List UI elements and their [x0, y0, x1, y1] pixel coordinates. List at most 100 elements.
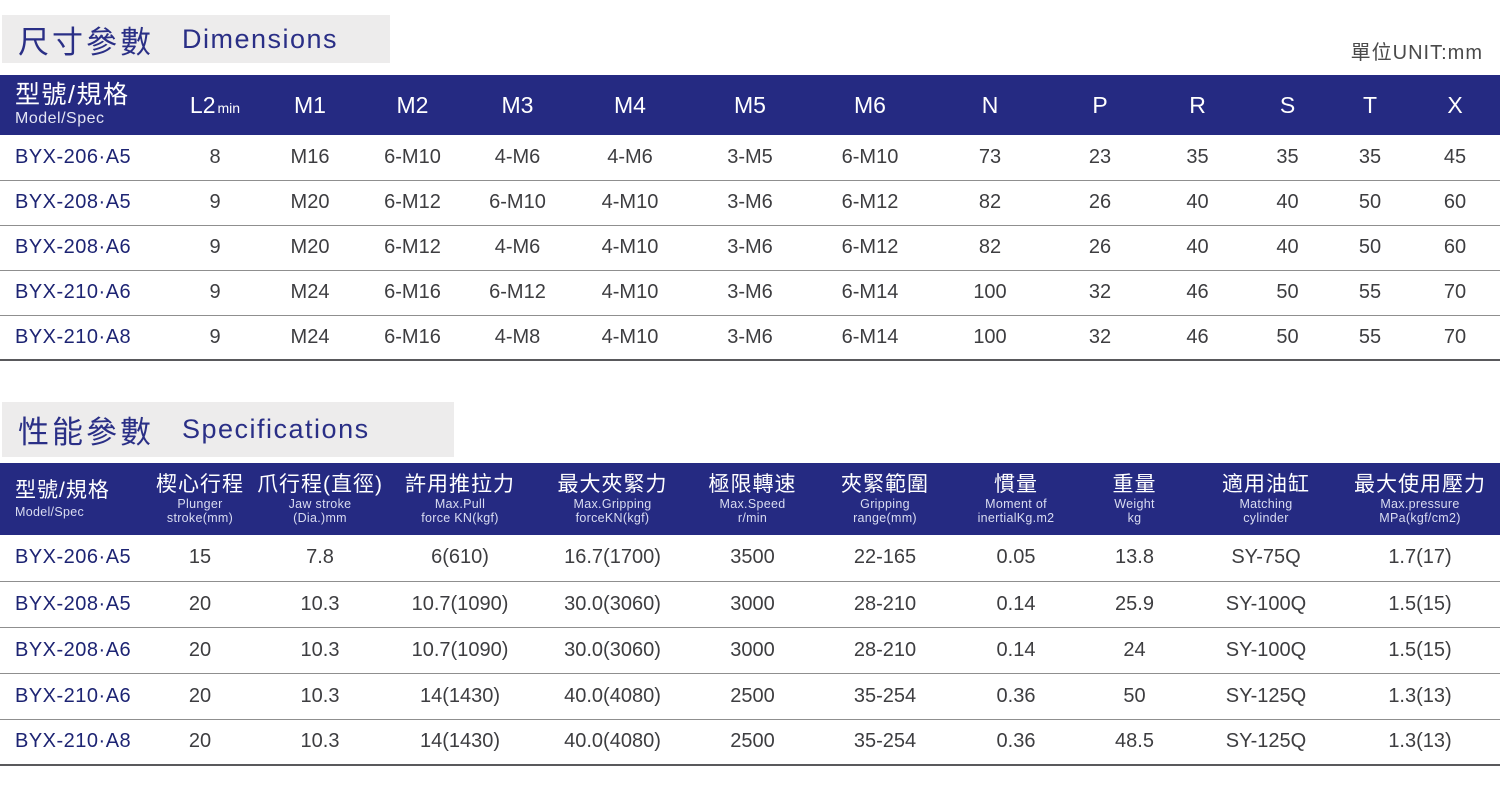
- column-header-zh: 慣量: [994, 473, 1038, 496]
- value-cell: 6(610): [431, 546, 489, 569]
- value-cell: 4-M10: [570, 224, 690, 270]
- value-cell: 10.7(1090): [385, 626, 535, 673]
- dimensions-section-title: 尺寸參數 Dimensions: [2, 15, 390, 63]
- value-cell: 20: [145, 580, 255, 627]
- value-cell: 6-M12: [810, 179, 930, 225]
- column-header-en: Max.Speed r/min: [690, 497, 815, 525]
- value-cell: 3-M6: [690, 224, 810, 270]
- value-cell: 4-M6: [465, 224, 570, 270]
- value-cell: 3-M6: [690, 269, 810, 315]
- value-cell: 55: [1330, 314, 1410, 361]
- value-cell: 70: [1410, 314, 1500, 361]
- value-cell: 3-M5: [727, 145, 773, 168]
- column-header-sub: min: [217, 99, 241, 116]
- table-row: BYX-210·A8 20 10.3 14(1430) 40.0(4080) 2500 35…: [0, 718, 1500, 766]
- column-header-zh: 最大使用壓力: [1354, 473, 1486, 496]
- value-cell: 6-M16: [360, 314, 465, 361]
- value-cell: 48.5: [1077, 718, 1192, 766]
- value-cell: 40.0(4080): [535, 672, 690, 719]
- value-cell: 50: [1245, 314, 1330, 361]
- column-header-zh: 爪行程(直徑): [257, 473, 383, 496]
- column-header-en-line: r/min: [737, 511, 768, 525]
- value-cell: 100: [930, 314, 1050, 361]
- dimensions-table-body: BYX-206·A5 8 M16 6-M10 4-M6 4-M6 3-M5 6-M10 73 23…: [0, 135, 1500, 361]
- value-cell: 50: [1330, 179, 1410, 225]
- table-row: BYX-208·A5 20 10.3 10.7(1090) 30.0(3060) 3000…: [0, 580, 1500, 627]
- value-cell: M24: [260, 314, 360, 361]
- value-cell: 1.5(15): [1340, 626, 1500, 673]
- value-cell: 40: [1245, 179, 1330, 225]
- column-header: 爪行程(直徑) Jaw stroke (Dia.)mm: [255, 463, 385, 535]
- value-cell: 3500: [730, 546, 775, 569]
- value-cell: 3-M6: [690, 314, 810, 361]
- model-cell: BYX-208·A5: [0, 580, 145, 627]
- value-cell: M24: [260, 269, 360, 315]
- value-cell: 60: [1410, 224, 1500, 270]
- column-header-en-line: Matching: [1239, 497, 1293, 511]
- model-spec-header-zh: 型號/規格: [15, 81, 130, 109]
- value-cell: 6-M12: [810, 224, 930, 270]
- value-cell: 3000: [690, 580, 815, 627]
- model-cell: BYX-210·A8: [0, 718, 145, 766]
- value-cell: 13.8: [1115, 546, 1154, 569]
- value-cell: M20: [260, 179, 360, 225]
- value-cell: 6-M12: [360, 179, 465, 225]
- table-row: BYX-208·A6 9 M20 6-M12 4-M6 4-M10 3-M6 6-M12 82 2…: [0, 224, 1500, 270]
- value-cell: 73: [978, 145, 1002, 168]
- value-cell: M20: [260, 224, 360, 270]
- table-row: BYX-206·A5 8 M16 6-M10 4-M6 4-M6 3-M5 6-M10 73 23…: [0, 135, 1500, 180]
- model-cell: BYX-210·A6: [0, 672, 145, 719]
- column-header-en: Gripping range(mm): [815, 497, 955, 525]
- value-cell: 35: [1358, 145, 1382, 168]
- model-cell: BYX-210·A6: [0, 269, 170, 315]
- value-cell: 1.3(13): [1340, 672, 1500, 719]
- model-cell: BYX-206·A5: [15, 145, 132, 168]
- value-cell: 6-M14: [810, 314, 930, 361]
- table-row: BYX-208·A5 9 M20 6-M12 6-M10 4-M10 3-M6 6-M12 82…: [0, 179, 1500, 225]
- column-header-en-line: stroke(mm): [166, 511, 234, 525]
- column-header-en-line: forceKN(kgf): [575, 511, 650, 525]
- column-header: 夾緊範圍 Gripping range(mm): [815, 463, 955, 535]
- value-cell: 20: [145, 626, 255, 673]
- column-header-zh: 重量: [1112, 473, 1157, 496]
- value-cell: 10.3: [255, 626, 385, 673]
- value-cell: 0.36: [955, 718, 1077, 766]
- column-header-en: Jaw stroke (Dia.)mm: [255, 497, 385, 525]
- value-cell: 2500: [690, 672, 815, 719]
- value-cell: 0.14: [955, 626, 1077, 673]
- value-cell: 23: [1088, 145, 1112, 168]
- column-header: 慣量 Moment of inertialKg.m2: [955, 463, 1077, 535]
- value-cell: 50: [1077, 672, 1192, 719]
- model-spec-column-header: 型號/規格 Model/Spec: [0, 75, 170, 135]
- column-header: M2: [396, 91, 429, 118]
- column-header: 許用推拉力 Max.Pull force KN(kgf): [385, 463, 535, 535]
- table-row: BYX-208·A6 20 10.3 10.7(1090) 30.0(3060) 3000…: [0, 626, 1500, 673]
- value-cell: SY-125Q: [1192, 672, 1340, 719]
- value-cell: 40: [1150, 179, 1245, 225]
- column-header: M4: [614, 91, 646, 118]
- value-cell: 6-M16: [360, 269, 465, 315]
- column-header-en-line: Plunger: [177, 497, 223, 511]
- column-header: N: [981, 91, 999, 118]
- column-header-zh: 夾緊範圍: [841, 473, 929, 496]
- value-cell: 8: [209, 145, 221, 168]
- value-cell: 82: [930, 179, 1050, 225]
- value-cell: 6-M10: [841, 145, 899, 168]
- table-row: BYX-206·A5 15 7.8 6(610) 16.7(1700) 3500 22-16…: [0, 535, 1500, 581]
- column-header-en-line: Max.Speed: [719, 497, 786, 511]
- value-cell: 6-M12: [360, 224, 465, 270]
- value-cell: 4-M10: [570, 179, 690, 225]
- column-header-en-line: MPa(kgf/cm2): [1379, 511, 1461, 525]
- value-cell: M16: [290, 145, 330, 168]
- value-cell: 82: [930, 224, 1050, 270]
- value-cell: 1.3(13): [1340, 718, 1500, 766]
- value-cell: 28-210: [815, 580, 955, 627]
- value-cell: 24: [1077, 626, 1192, 673]
- value-cell: 40: [1245, 224, 1330, 270]
- value-cell: 10.3: [255, 718, 385, 766]
- column-header-en-line: (Dia.)mm: [293, 511, 347, 525]
- value-cell: 50: [1330, 224, 1410, 270]
- value-cell: SY-100Q: [1192, 626, 1340, 673]
- column-header-en: Plunger stroke(mm): [145, 497, 255, 525]
